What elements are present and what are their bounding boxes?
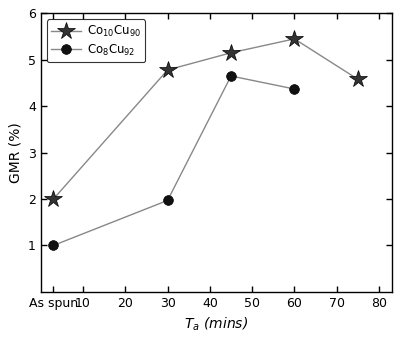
- Line: Co$_{10}$Cu$_{90}$: Co$_{10}$Cu$_{90}$: [44, 30, 367, 208]
- X-axis label: T$_{a}$ (mins): T$_{a}$ (mins): [184, 315, 248, 333]
- Co$_{10}$Cu$_{90}$: [292, 37, 297, 41]
- Co$_{8}$Cu$_{92}$: [51, 243, 56, 248]
- Y-axis label: GMR (%): GMR (%): [8, 122, 22, 183]
- Co$_{8}$Cu$_{92}$: [165, 198, 170, 203]
- Line: Co$_{8}$Cu$_{92}$: Co$_{8}$Cu$_{92}$: [48, 71, 299, 250]
- Co$_{10}$Cu$_{90}$: [356, 77, 360, 81]
- Co$_{8}$Cu$_{92}$: [292, 87, 297, 91]
- Co$_{10}$Cu$_{90}$: [165, 68, 170, 72]
- Co$_{8}$Cu$_{92}$: [229, 74, 234, 78]
- Co$_{10}$Cu$_{90}$: [51, 197, 56, 201]
- Legend: Co$_{10}$Cu$_{90}$, Co$_{8}$Cu$_{92}$: Co$_{10}$Cu$_{90}$, Co$_{8}$Cu$_{92}$: [47, 19, 146, 62]
- Co$_{10}$Cu$_{90}$: [229, 51, 234, 55]
